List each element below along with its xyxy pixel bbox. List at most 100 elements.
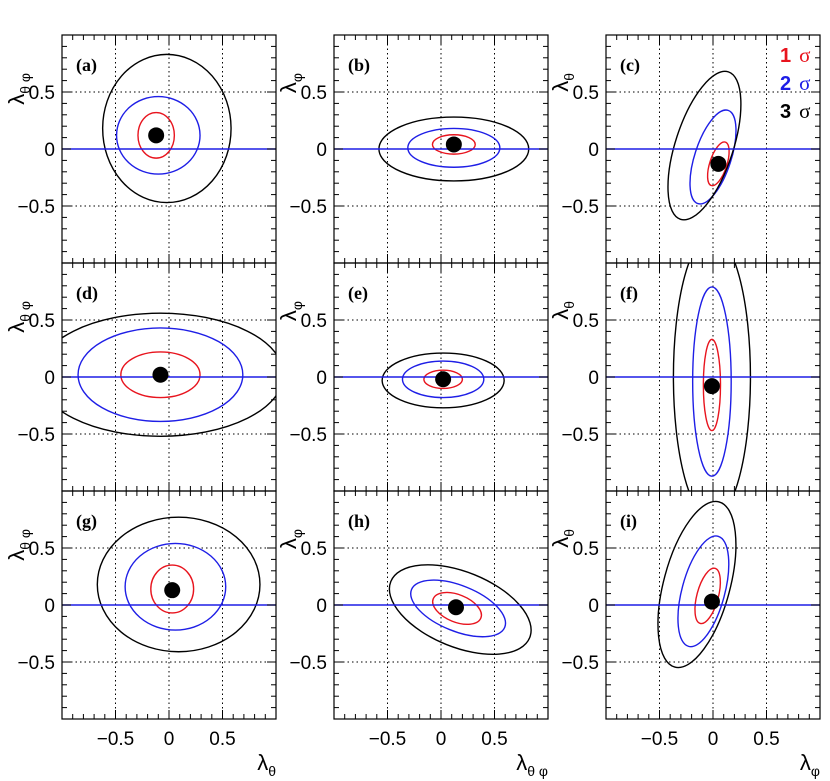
contour-3sigma: [62, 312, 276, 437]
contour-1sigma: [120, 351, 201, 399]
x-axis-title: λθ φ: [516, 750, 548, 779]
contour-3sigma: [381, 352, 505, 409]
y-tick-label: −0.5: [17, 653, 55, 674]
x-tick-label: 0: [164, 729, 175, 750]
y-tick-label: 0: [44, 596, 55, 617]
x-tick-label: 0: [436, 729, 447, 750]
contour-2sigma: [124, 542, 227, 631]
panel-a: −0.5 0 0.5 (a) λθ φ: [4, 34, 277, 264]
best-fit-point: [703, 593, 720, 610]
x-tick-label: 0.5: [481, 729, 507, 750]
y-tick-label: 0.5: [301, 83, 327, 104]
y-tick-label: −0.5: [289, 197, 327, 218]
contour-group: [62, 516, 276, 653]
y-axis-subscript: θ: [561, 529, 577, 537]
y-axis-symbol: λ: [4, 94, 29, 105]
panel-label: (e): [348, 283, 368, 304]
y-axis-subscript: θ φ: [17, 529, 33, 550]
best-fit-point: [447, 599, 464, 616]
panel-e: −0.5 0 0.5 (e) λφ: [276, 262, 549, 492]
y-axis-subscript: φ: [289, 301, 305, 310]
y-tick-label: 0.5: [29, 83, 55, 104]
y-tick-label: −0.5: [17, 197, 55, 218]
y-axis-subscript: φ: [289, 529, 305, 538]
x-tick-label: 0.5: [753, 729, 779, 750]
contour-1sigma: [150, 564, 195, 614]
panel-label: (b): [348, 55, 370, 76]
best-fit-point: [445, 136, 462, 153]
y-axis-subscript: θ φ: [17, 73, 33, 94]
y-axis-title: λθ: [548, 529, 577, 548]
x-axis-subscript: θ φ: [527, 763, 548, 779]
legend: 1 σ2 σ3 σ: [780, 43, 810, 123]
contour-2sigma: [115, 95, 201, 175]
panel-b: −0.5 0 0.5 (b) λφ: [276, 34, 549, 264]
panel-h: −0.5 0 0.5 −0.5 0 0.5 (h) λφ: [276, 490, 549, 750]
panel-label: (a): [76, 55, 97, 76]
x-axis-symbol: λ: [257, 750, 268, 775]
y-axis-title: λφ: [276, 73, 305, 93]
contour-3sigma: [101, 53, 232, 204]
contour-group: [606, 263, 820, 491]
y-tick-label: 0: [588, 368, 599, 389]
contour-1sigma: [431, 134, 476, 155]
y-axis-title: λφ: [276, 301, 305, 321]
contour-1sigma: [137, 111, 176, 159]
contour-group: [606, 70, 820, 221]
y-axis-title: λθ φ: [4, 529, 33, 561]
y-tick-label: 0.5: [573, 83, 599, 104]
contour-group: [62, 53, 276, 204]
contour-1sigma: [423, 369, 464, 390]
panel-label: (g): [76, 511, 97, 532]
panel-label: (h): [348, 511, 370, 532]
y-tick-label: 0.5: [29, 311, 55, 332]
y-axis-title: λθ: [548, 73, 577, 92]
y-tick-label: −0.5: [17, 425, 55, 446]
y-tick-label: 0.5: [301, 539, 327, 560]
y-axis-symbol: λ: [276, 310, 301, 321]
x-axis-subscript: φ: [811, 763, 820, 779]
y-tick-label: 0: [44, 368, 55, 389]
best-fit-point: [435, 371, 452, 388]
y-tick-label: 0: [44, 140, 55, 161]
contour-group: [334, 116, 548, 182]
x-tick-label: 0: [708, 729, 719, 750]
contour-2sigma: [410, 579, 507, 638]
contour-1sigma: [706, 141, 730, 187]
legend-sigma: σ: [799, 71, 810, 95]
contour-3sigma: [667, 70, 742, 221]
y-axis-symbol: λ: [4, 322, 29, 333]
contour-group: [606, 500, 820, 669]
panel-g: −0.5 0 0.5 −0.5 0 0.5 (g) λθ φ: [4, 490, 277, 750]
panel-label: (c): [620, 55, 640, 76]
panel-label: (d): [76, 283, 98, 304]
panel-label: (i): [620, 511, 637, 532]
contour-3sigma: [388, 564, 532, 656]
y-axis-subscript: θ: [561, 301, 577, 309]
contour-1sigma: [702, 338, 722, 432]
y-axis-title: λθ φ: [4, 301, 33, 333]
panel-i: −0.5 0 0.5 −0.5 0 0.5 (i) λθ: [548, 490, 821, 750]
y-tick-label: 0.5: [573, 539, 599, 560]
y-tick-label: 0: [316, 596, 327, 617]
contour-1sigma: [431, 591, 483, 626]
x-axis-symbol: λ: [516, 750, 527, 775]
y-axis-subscript: φ: [289, 73, 305, 82]
y-tick-label: 0: [588, 140, 599, 161]
contour-group: [62, 312, 276, 437]
panel-d: −0.5 0 0.5 (d) λθ φ: [4, 262, 277, 492]
contour-group: [334, 564, 548, 656]
y-axis-title: λθ: [548, 301, 577, 320]
x-axis-title: λθ: [257, 750, 276, 779]
y-axis-symbol: λ: [548, 537, 573, 548]
y-tick-label: −0.5: [289, 425, 327, 446]
panel-label: (f): [620, 283, 638, 304]
contour-2sigma: [77, 327, 244, 423]
x-tick-label: −0.5: [97, 729, 135, 750]
x-axis-symbol: λ: [800, 750, 811, 775]
legend-number: 2: [780, 73, 791, 95]
y-axis-symbol: λ: [276, 82, 301, 93]
